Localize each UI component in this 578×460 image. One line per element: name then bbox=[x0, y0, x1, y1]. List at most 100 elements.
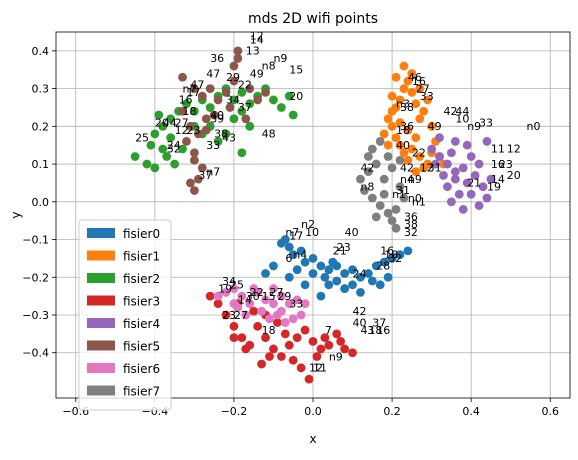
data-point bbox=[142, 159, 152, 169]
data-point bbox=[304, 374, 314, 384]
data-point bbox=[229, 95, 239, 105]
legend-swatch bbox=[87, 340, 115, 351]
data-point bbox=[450, 174, 460, 184]
legend-swatch bbox=[87, 318, 115, 328]
point-label: 36 bbox=[404, 211, 418, 224]
data-point bbox=[253, 95, 263, 105]
data-point bbox=[395, 250, 405, 260]
data-point bbox=[261, 333, 270, 343]
data-point bbox=[387, 163, 397, 173]
point-label: n0 bbox=[408, 192, 422, 205]
data-point bbox=[363, 269, 373, 278]
data-point bbox=[296, 363, 306, 373]
data-point bbox=[229, 284, 239, 293]
data-point bbox=[383, 272, 393, 282]
data-point bbox=[237, 333, 247, 343]
point-label: 49 bbox=[428, 120, 442, 133]
series-fisier4 bbox=[427, 133, 496, 214]
data-point bbox=[245, 299, 255, 309]
point-label: n9 bbox=[467, 120, 481, 133]
data-point bbox=[197, 91, 207, 101]
data-point bbox=[237, 106, 247, 116]
data-point bbox=[482, 193, 492, 203]
point-label: 22 bbox=[250, 286, 264, 299]
data-point bbox=[336, 337, 346, 346]
legend-label: fisier1 bbox=[123, 250, 160, 264]
data-point bbox=[265, 352, 274, 361]
series-fisier5 bbox=[178, 46, 270, 195]
data-point bbox=[292, 295, 302, 305]
data-point bbox=[300, 299, 310, 309]
point-label: 17 bbox=[186, 86, 200, 99]
point-label: n7 bbox=[285, 226, 299, 239]
data-point bbox=[284, 299, 294, 309]
data-point bbox=[367, 193, 377, 203]
data-point bbox=[269, 261, 278, 271]
data-point bbox=[320, 272, 330, 282]
point-label: 15 bbox=[262, 290, 276, 303]
x-tick-label: 0.2 bbox=[383, 405, 401, 418]
data-point bbox=[241, 114, 251, 124]
point-label: 46 bbox=[408, 71, 422, 84]
data-point bbox=[146, 140, 156, 150]
data-point bbox=[332, 329, 342, 339]
data-point bbox=[462, 140, 472, 150]
point-label: 39 bbox=[210, 113, 224, 126]
point-label: 20 bbox=[507, 169, 521, 182]
data-point bbox=[213, 137, 223, 146]
point-label: 31 bbox=[396, 184, 410, 197]
data-point bbox=[411, 133, 421, 143]
point-label: 12 bbox=[309, 362, 323, 375]
data-point bbox=[201, 114, 211, 124]
point-label: n7 bbox=[183, 82, 197, 95]
data-point bbox=[395, 155, 405, 165]
point-label: 23 bbox=[499, 158, 513, 171]
data-point bbox=[300, 257, 310, 267]
data-point bbox=[221, 310, 231, 320]
x-tick-label: 0.6 bbox=[541, 405, 559, 418]
data-point bbox=[419, 106, 429, 116]
data-point bbox=[130, 152, 140, 161]
data-point bbox=[375, 280, 385, 290]
point-label: 13 bbox=[246, 45, 260, 58]
point-label: 19 bbox=[487, 180, 501, 193]
data-point bbox=[399, 193, 409, 203]
data-point bbox=[478, 182, 488, 192]
data-point bbox=[193, 129, 203, 139]
data-point bbox=[356, 287, 365, 297]
data-point bbox=[332, 276, 342, 286]
point-label: 23 bbox=[186, 124, 200, 137]
data-point bbox=[280, 235, 290, 244]
data-point bbox=[371, 212, 381, 222]
data-point bbox=[229, 61, 239, 71]
point-label: n0 bbox=[527, 120, 541, 133]
x-tick-label: 0.0 bbox=[304, 405, 322, 418]
data-point bbox=[245, 84, 255, 93]
point-label: 29 bbox=[277, 290, 291, 303]
data-point bbox=[387, 216, 397, 226]
y-tick-label: −0.4 bbox=[22, 347, 49, 360]
chart-title: mds 2D wifi points bbox=[248, 11, 378, 27]
data-point bbox=[221, 287, 231, 297]
point-label: 12 bbox=[250, 30, 264, 43]
point-label: 30 bbox=[246, 290, 260, 303]
series-fisier7 bbox=[356, 137, 409, 233]
point-label: 24 bbox=[167, 139, 181, 152]
data-point bbox=[466, 189, 476, 199]
data-point bbox=[284, 242, 294, 252]
point-label: 20 bbox=[289, 90, 303, 103]
data-point bbox=[395, 118, 405, 127]
point-label: 14 bbox=[238, 294, 252, 307]
data-point bbox=[269, 344, 278, 354]
y-tick-label: −0.1 bbox=[22, 234, 49, 247]
point-label: 21 bbox=[333, 245, 347, 258]
point-label: 37 bbox=[198, 169, 212, 182]
point-label: n4 bbox=[293, 248, 307, 261]
point-label: 20 bbox=[155, 116, 169, 129]
data-point bbox=[446, 148, 456, 158]
data-point bbox=[399, 84, 409, 93]
data-point bbox=[328, 257, 338, 267]
legend: fisier0 fisier1 fisier2 fisier3 fisier4 fisie… bbox=[78, 219, 172, 411]
data-point bbox=[189, 186, 199, 195]
